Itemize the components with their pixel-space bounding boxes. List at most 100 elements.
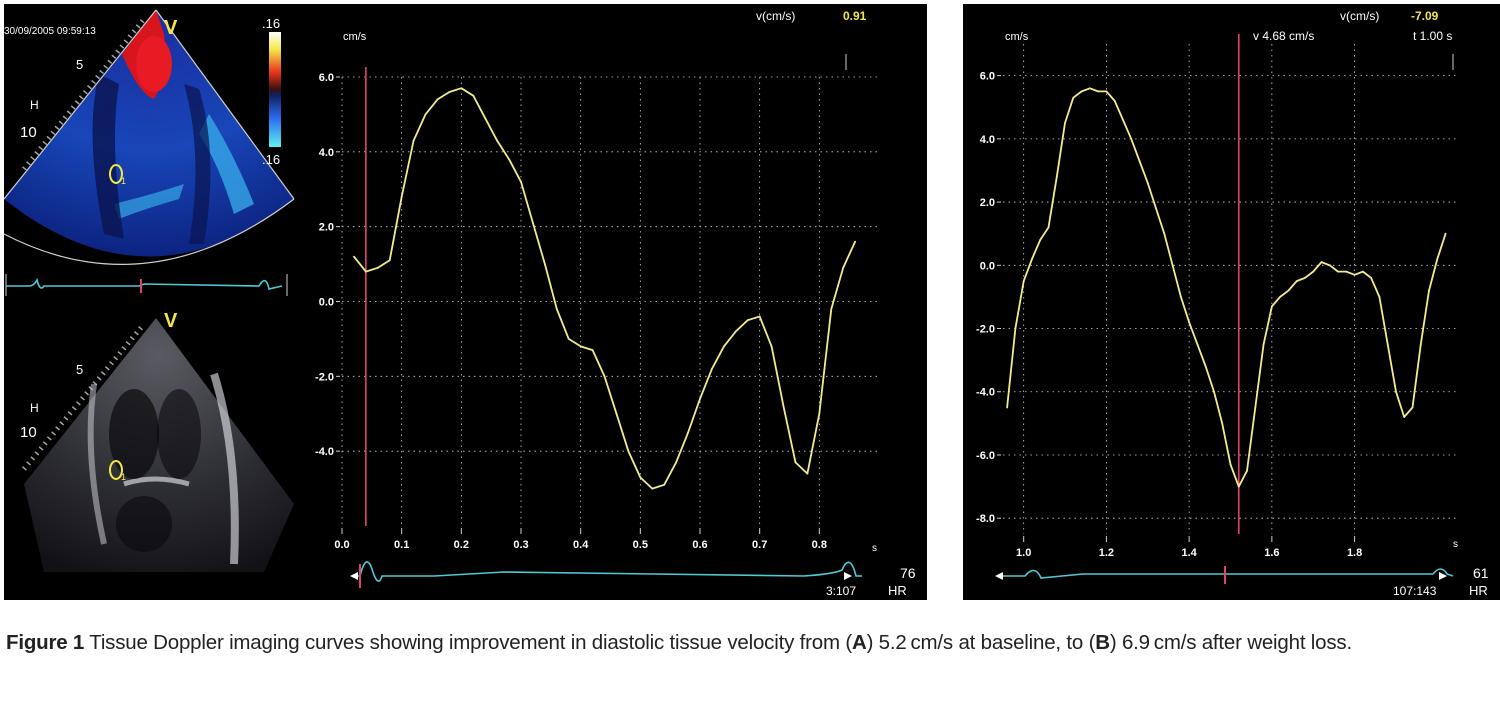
panel-b-data-point <box>1146 182 1149 184</box>
panel-b-x-unit: s <box>1453 539 1458 550</box>
panel-b-data-point <box>1204 365 1207 368</box>
panel-b-data-point <box>1097 90 1100 93</box>
panel-b-readout-label: v(cm/s) <box>1340 9 1379 23</box>
echo-depth-5: 5 <box>76 57 83 72</box>
panel-a-ytick-label: 4.0 <box>319 147 334 159</box>
color-bar-bottom-label: .16 <box>262 152 280 167</box>
panel-b-y-unit: cm/s <box>1005 31 1029 43</box>
panel-a-hr-value: 76 <box>900 565 916 581</box>
panel-a-data-point <box>555 308 558 310</box>
panel-b-data-point <box>1403 416 1406 418</box>
panel-a-data-point <box>687 431 689 434</box>
panel-b-data-point <box>1105 90 1108 93</box>
panel-b-data-point <box>1378 296 1381 298</box>
panel-b-chart: 1.0 1.2 1.4 1.6 1.8 6.0 4.0 2.0 0.0 -2.0 -4.0 -6.0 -… <box>976 34 1458 559</box>
echo-v-marker: V <box>164 17 178 39</box>
panel-a-ytick-label: -2.0 <box>315 371 334 383</box>
panel-a-data-point <box>520 180 522 183</box>
bmode-depth-h: H <box>30 401 39 415</box>
panel-b-data-point <box>1279 296 1282 298</box>
bmode-v-marker: V <box>164 310 178 332</box>
panel-b-data-point <box>1337 270 1339 273</box>
bmode-depth-10: 10 <box>20 424 37 441</box>
panel-b-xtick-label: 1.2 <box>1099 547 1114 559</box>
panel-a-xtick-label: 0.3 <box>513 539 528 551</box>
panel-a-data-point <box>400 195 403 198</box>
panel-b-svg: v(cm/s) -7.09 v 4.68 cm/s t 1.00 s cm/s … <box>976 9 1489 598</box>
panel-b-readout-value: -7.09 <box>1411 9 1439 23</box>
panel-b-data-point <box>1353 273 1356 276</box>
panel-b-data-point <box>1196 343 1199 346</box>
panel-a-velocity-trace <box>353 87 856 490</box>
panel-a-data-point <box>448 91 451 93</box>
panel-b-data-point <box>1312 270 1315 273</box>
panel-a-data-point <box>591 349 594 352</box>
panel-b-data-point <box>1270 305 1273 308</box>
panel-b-data-point <box>1080 90 1083 93</box>
panel-b-ytick-label: -8.0 <box>976 513 995 525</box>
panel-a-xtick-label: 0.2 <box>454 539 469 551</box>
panel-a-data-point <box>603 375 606 378</box>
echo-ecg-strip <box>5 274 288 296</box>
panel-a-data-point <box>496 139 499 142</box>
caption-text-2: ) 5.2 cm/s at baseline, to ( <box>866 631 1096 654</box>
panel-b-data-point <box>1304 277 1306 279</box>
panel-a-data-point <box>758 315 761 318</box>
panel-b-xtick-label: 1.0 <box>1016 547 1031 559</box>
panel-b-data-point <box>1229 463 1232 466</box>
panel-b-ytick-label: -2.0 <box>976 324 995 336</box>
panel-b-hr-value: 61 <box>1473 565 1489 581</box>
bmode-depth-5: 5 <box>76 362 83 377</box>
panel-b-data-point <box>1328 264 1331 267</box>
velocity-color-bar <box>269 32 281 147</box>
panel-b-data-point <box>1254 406 1257 409</box>
figure-caption: Figure 1 Tissue Doppler imaging curves s… <box>6 628 1496 658</box>
panel-b-data-point <box>1221 422 1224 425</box>
panel-a-readout-value: 0.91 <box>843 9 867 23</box>
panel-b-ytick-label: 2.0 <box>980 197 995 209</box>
bmode-sector-image <box>22 318 294 572</box>
panel-b-data-point <box>1122 118 1124 121</box>
panel-a-xtick-label: 0.7 <box>752 539 767 551</box>
panel-b-data-point <box>1014 327 1017 330</box>
panel-a-data-point <box>567 338 570 340</box>
panel-b-data-point <box>1113 100 1116 102</box>
panel-b-frame-counter: 107:143 <box>1393 584 1437 598</box>
panel-b-data-point <box>1055 175 1058 178</box>
panel-a-data-point <box>842 266 845 269</box>
panel-a-readout-label: v(cm/s) <box>756 9 795 23</box>
panel-b-ytick-label: -4.0 <box>976 387 995 399</box>
panel-b-data-point <box>1428 289 1430 292</box>
panel-b-data-point <box>1072 96 1075 99</box>
panel-a-xtick-label: 0.6 <box>692 539 707 551</box>
echo-roi-index: 1 <box>121 176 126 186</box>
panel-a-data-point <box>639 476 642 479</box>
panel-a-data-point <box>711 367 713 370</box>
panel-b-data-point <box>1155 207 1157 210</box>
panel-b-data-point <box>1246 469 1248 472</box>
panel-a-xtick-label: 0.8 <box>812 539 827 551</box>
panel-b-hr-label: HR <box>1469 583 1488 598</box>
panel-a-data-point <box>770 345 773 348</box>
panel-a-hr-label: HR <box>888 583 907 598</box>
bmode-roi-index: 1 <box>121 472 126 482</box>
panel-a-data-point <box>675 461 678 464</box>
panel-a-data-point <box>854 240 857 243</box>
panel-b-data-point <box>1386 343 1389 346</box>
panel-a-data-point <box>376 266 379 269</box>
panel-b: v(cm/s) -7.09 v 4.68 cm/s t 1.00 s cm/s … <box>963 4 1500 600</box>
panel-a-ecg-strip <box>350 561 862 588</box>
echo-depth-h: H <box>30 98 39 112</box>
panel-a-data-point <box>388 259 391 262</box>
panel-a-data-point <box>699 397 701 400</box>
caption-text-3: ) 6.9 cm/s after weight loss. <box>1109 631 1352 654</box>
panel-a-data-point <box>484 117 487 120</box>
panel-a-data-point <box>460 87 463 90</box>
panel-a-data-point <box>353 255 355 258</box>
panel-a-xtick-label: 0.4 <box>573 539 589 551</box>
panel-b-xtick-label: 1.8 <box>1347 547 1362 559</box>
panel-a-data-point <box>615 412 618 415</box>
panel-a-x-unit: s <box>872 543 877 554</box>
panel-b-data-point <box>1395 390 1397 393</box>
panel-a-chart: 0.0 0.1 0.2 0.3 0.4 0.5 0.6 0.7 0.8 6.0 4.0 2.0 0.0 -… <box>315 67 879 551</box>
